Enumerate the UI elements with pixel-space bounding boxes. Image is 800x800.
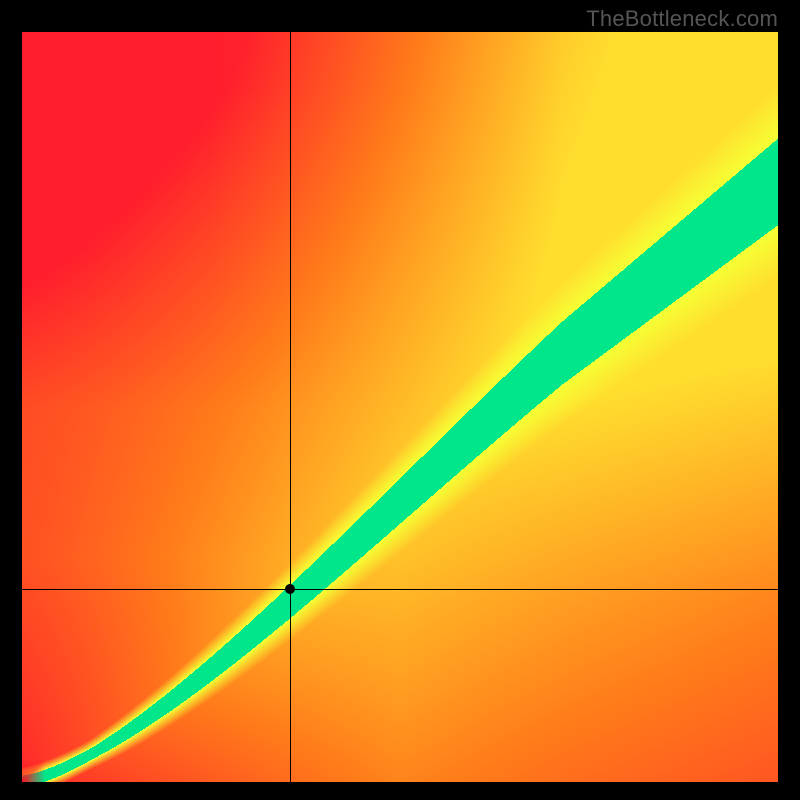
chart-container: TheBottleneck.com (0, 0, 800, 800)
plot-area (22, 32, 778, 782)
crosshair-horizontal (22, 589, 778, 590)
bottleneck-heatmap (22, 32, 778, 782)
crosshair-vertical (290, 32, 291, 782)
selection-marker (285, 584, 295, 594)
watermark-text: TheBottleneck.com (586, 6, 778, 32)
